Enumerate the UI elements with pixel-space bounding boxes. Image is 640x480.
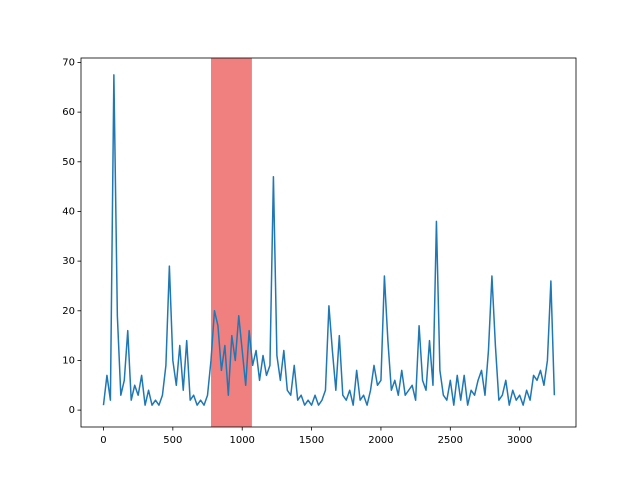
x-tick-label: 500: [163, 435, 182, 446]
x-tick-label: 3000: [507, 435, 532, 446]
data-line: [102, 74, 556, 406]
x-tick-label: 1500: [299, 435, 324, 446]
x-tick-label: 0: [100, 435, 106, 446]
y-tick-label: 70: [62, 57, 75, 68]
y-tick-label: 40: [62, 206, 75, 217]
x-tick-label: 2500: [438, 435, 463, 446]
y-tick-label: 30: [62, 256, 75, 267]
y-tick-label: 20: [62, 306, 75, 317]
highlight-span: [210, 58, 252, 427]
x-tick-label: 2000: [368, 435, 393, 446]
x-tick-label: 1000: [229, 435, 254, 446]
plot-frame: [80, 57, 577, 428]
y-tick-label: 50: [62, 157, 75, 168]
y-tick-label: 60: [62, 107, 75, 118]
y-tick-label: 0: [69, 405, 75, 416]
y-tick-label: 10: [62, 355, 75, 366]
